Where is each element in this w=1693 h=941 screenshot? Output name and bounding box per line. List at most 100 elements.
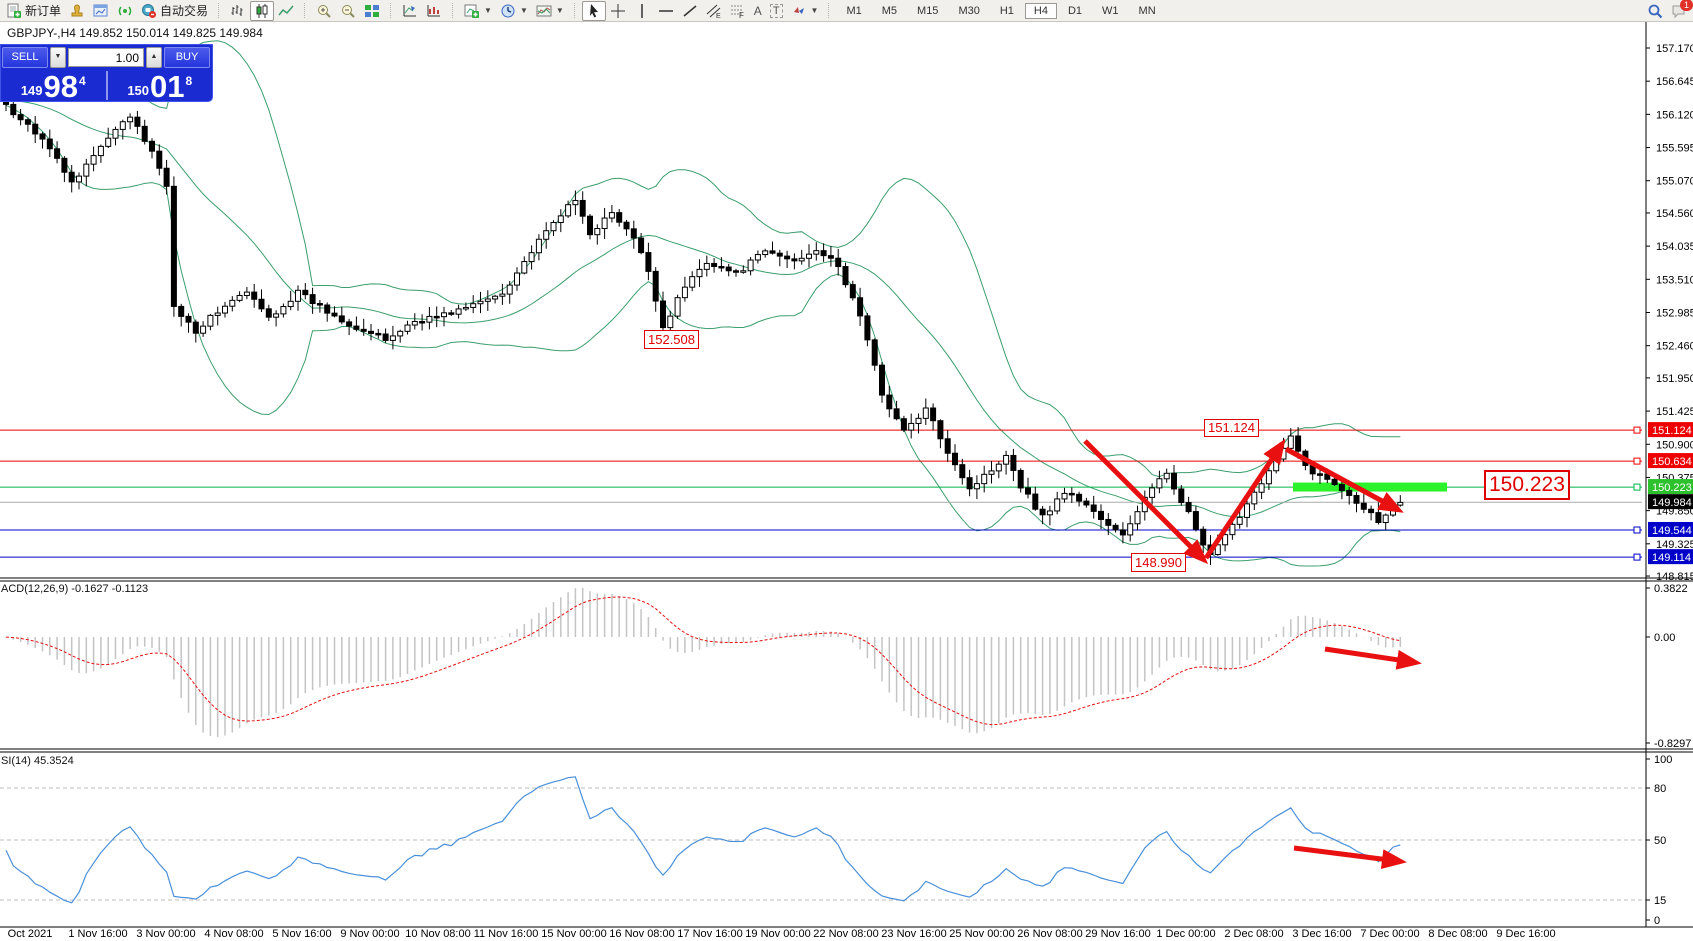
add-indicator-button[interactable]: ▼	[460, 1, 496, 21]
channel-tool-letter: E	[716, 13, 721, 19]
fibonacci-tool-button[interactable]: F	[726, 1, 750, 21]
arrows-tool-button[interactable]: ▼	[787, 1, 823, 21]
price-annotation-151124[interactable]: 151.124	[1204, 419, 1259, 437]
trend-arrows[interactable]	[1083, 438, 1422, 870]
timeframe-button-m1[interactable]: M1	[846, 4, 862, 17]
time-tick-label: 19 Nov 00:00	[745, 928, 810, 940]
sell-price[interactable]: 149 98 4	[1, 69, 106, 102]
rsi-tick-label: 0	[1654, 915, 1660, 927]
toolbar-separator	[573, 3, 576, 18]
toolbar-right-tools: 1	[1647, 0, 1693, 19]
time-axis[interactable]: Oct 2021 1 Nov 16:00 3 Nov 00:00 4 Nov 08:0…	[8, 928, 1556, 940]
label-tool-icon: T	[769, 3, 783, 18]
add-indicator-icon	[464, 3, 480, 19]
rsi-indicator-label: SI(14) 45.3524	[1, 755, 74, 767]
search-icon[interactable]	[1647, 3, 1663, 19]
candlestick-chart-button[interactable]	[250, 0, 275, 21]
price-annotation-152508[interactable]: 152.508	[644, 330, 699, 349]
one-click-trade-panel: SELL ▼ ▲ BUY 149 98 4 150 01 8	[0, 44, 213, 102]
rsi-tick-label: 50	[1654, 835, 1666, 847]
timeframe-button-m5[interactable]: M5	[881, 4, 898, 17]
horizontal-line-tool-button[interactable]	[654, 1, 678, 21]
line-chart-icon	[278, 3, 294, 19]
buy-price[interactable]: 150 01 8	[108, 69, 213, 102]
notifications-icon[interactable]: 1	[1671, 0, 1693, 19]
period-button[interactable]: ▼	[496, 1, 532, 21]
vertical-line-tool-button[interactable]	[630, 1, 654, 21]
caret-down-icon: ▼	[810, 6, 819, 15]
bar-chart-icon	[230, 3, 246, 19]
price-axis[interactable]: 157.170 156.645 156.120 155.595 155.070 154.5…	[1646, 43, 1693, 583]
support-zone-bar[interactable]	[1293, 482, 1447, 492]
timeframe-button-d1[interactable]: D1	[1067, 4, 1083, 17]
horizontal-line-icon	[658, 3, 674, 19]
sell-price-base: 149	[20, 83, 43, 98]
vertical-line-icon	[634, 3, 650, 19]
indicator-window-icon	[402, 3, 418, 19]
crosshair-icon	[610, 3, 626, 19]
timeframe-button-m30[interactable]: M30	[958, 4, 980, 17]
buy-button[interactable]: BUY	[164, 47, 210, 68]
time-tick-label: 10 Nov 08:00	[405, 928, 470, 940]
timeframe-button-h4[interactable]: H4	[1024, 2, 1057, 19]
volume-input[interactable]	[68, 48, 144, 67]
rsi-pane	[0, 776, 1646, 904]
price-annotation-148990[interactable]: 148.990	[1131, 553, 1186, 572]
signals-button[interactable]	[113, 1, 137, 21]
autotrade-button[interactable]: 自动交易	[137, 0, 212, 21]
arrows-tool-icon	[791, 3, 807, 19]
price-badge: 151.124	[1648, 422, 1693, 438]
text-tool-button[interactable]: A	[750, 2, 766, 20]
toolbar-group-trade: 新订单 自动交易	[0, 0, 214, 21]
time-tick-label: 29 Nov 16:00	[1085, 928, 1150, 940]
trendline-tool-button[interactable]	[678, 1, 702, 21]
fibonacci-tool-letter: F	[739, 11, 744, 19]
price-badge: 149.114	[1648, 549, 1693, 565]
time-tick-label: 1 Dec 00:00	[1156, 928, 1215, 940]
price-tick-label: 151.425	[1656, 406, 1693, 418]
hline-marker	[1633, 426, 1641, 434]
rsi-axis[interactable]: 100 80 50 15 0	[1646, 754, 1672, 927]
timeframe-button-w1[interactable]: W1	[1102, 4, 1119, 17]
timeframe-button-mn[interactable]: MN	[1138, 4, 1156, 17]
time-tick-label: 26 Nov 08:00	[1017, 928, 1082, 940]
notification-badge: 1	[1679, 0, 1693, 11]
rsi-tick-label: 100	[1654, 754, 1672, 766]
time-tick-label: 22 Nov 08:00	[813, 928, 878, 940]
zoom-out-button[interactable]	[336, 1, 360, 21]
market-watch-button[interactable]	[89, 1, 113, 21]
time-tick-label: 9 Dec 16:00	[1496, 928, 1555, 940]
volume-increase-button[interactable]: ▲	[146, 47, 162, 68]
label-tool-button[interactable]: T	[766, 2, 787, 20]
stamp-button[interactable]	[65, 1, 89, 21]
channel-tool-button[interactable]: E	[702, 1, 726, 21]
timeframe-button-h1[interactable]: H1	[999, 4, 1014, 17]
horizontal-level-lines[interactable]	[0, 426, 1642, 561]
cursor-tool-button[interactable]	[581, 0, 606, 21]
price-badge-value: 149.114	[1652, 552, 1691, 564]
time-tick-label: 23 Nov 16:00	[881, 928, 946, 940]
tile-windows-button[interactable]	[360, 1, 384, 21]
hline-marker	[1633, 553, 1641, 561]
new-order-button[interactable]: 新订单	[2, 0, 65, 21]
indicator-list-button[interactable]	[422, 1, 446, 21]
time-tick-label: 16 Nov 08:00	[609, 928, 674, 940]
price-tick-label: 152.985	[1656, 307, 1693, 319]
volume-decrease-button[interactable]: ▼	[50, 47, 66, 68]
price-annotation-150223[interactable]: 150.223	[1484, 470, 1570, 500]
sell-button[interactable]: SELL	[2, 47, 48, 68]
time-tick-label: 7 Dec 00:00	[1360, 928, 1419, 940]
timeframe-button-m15[interactable]: M15	[917, 4, 939, 17]
macd-axis[interactable]: 0.3822 0.00 -0.8297	[1646, 583, 1691, 750]
macd-tick-label: 0.00	[1654, 632, 1675, 644]
template-button[interactable]: ▼	[532, 1, 568, 21]
line-chart-button[interactable]	[274, 1, 298, 21]
crosshair-tool-button[interactable]	[606, 1, 630, 21]
bar-chart-button[interactable]	[226, 1, 250, 21]
candlestick-series	[3, 92, 1404, 565]
indicator-window-button[interactable]	[398, 1, 422, 21]
toolbar-group-charttype	[224, 0, 300, 21]
zoom-in-button[interactable]	[312, 1, 336, 21]
price-badge: 150.223	[1648, 479, 1693, 495]
